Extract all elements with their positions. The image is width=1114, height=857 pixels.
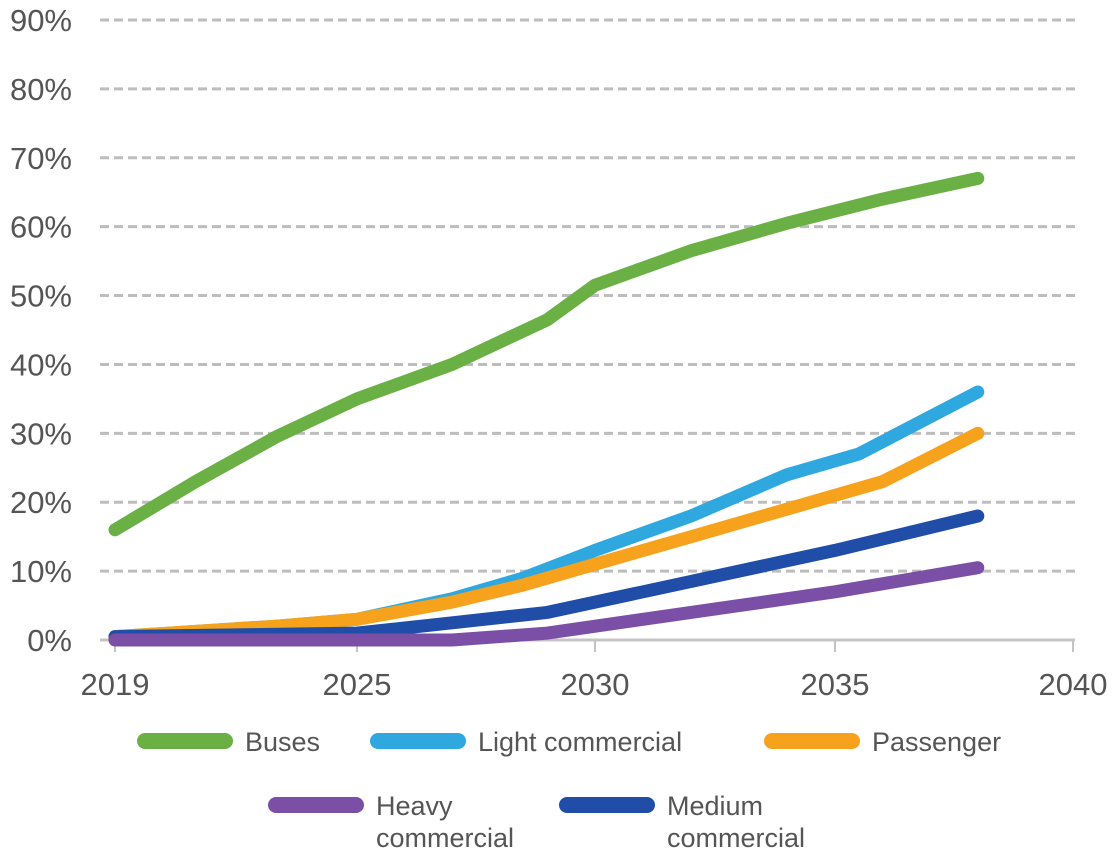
x-tick-label: 2019	[81, 667, 150, 702]
x-tick-label: 2030	[561, 667, 630, 702]
y-tick-label: 20%	[10, 485, 72, 520]
y-tick-label: 50%	[10, 279, 72, 314]
series-line-heavy-commercial	[108, 561, 985, 647]
y-tick-label: 90%	[10, 3, 72, 38]
legend-label-medium-commercial: Medium commercial	[667, 791, 805, 853]
series-line-passenger	[108, 426, 985, 644]
y-tick-label: 0%	[27, 623, 72, 658]
legend-label-passenger: Passenger	[872, 727, 1001, 757]
series-line-buses	[108, 171, 985, 537]
y-tick-label: 40%	[10, 347, 72, 382]
x-tick-label: 2035	[801, 667, 870, 702]
series-line-light-commercial	[108, 385, 985, 644]
y-tick-label: 60%	[10, 210, 72, 245]
y-tick-label: 70%	[10, 141, 72, 176]
y-tick-label: 80%	[10, 72, 72, 107]
legend-label-heavy-commercial: Heavy commercial	[376, 791, 514, 853]
series-line-medium-commercial	[108, 509, 985, 644]
y-tick-label: 30%	[10, 416, 72, 451]
y-tick-label: 10%	[10, 554, 72, 589]
x-tick-label: 2025	[323, 667, 392, 702]
legend-label-buses: Buses	[245, 727, 320, 757]
legend-label-light-commercial: Light commercial	[478, 727, 682, 757]
x-tick-label: 2040	[1039, 667, 1108, 702]
